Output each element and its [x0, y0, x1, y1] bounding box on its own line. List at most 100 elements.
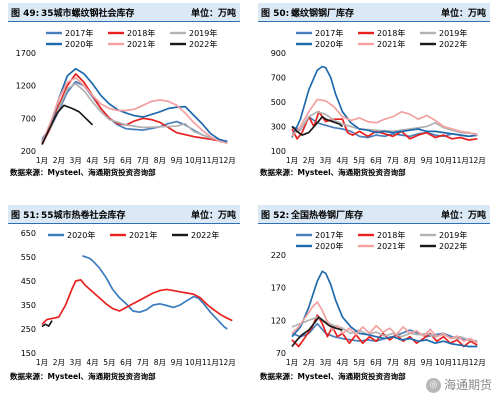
legend-label: 2020年 [65, 39, 93, 49]
x-tick-label: 6月 [370, 358, 382, 367]
legend-entry: 2021年 [110, 230, 157, 240]
legend-entry: 2017年 [296, 230, 343, 240]
legend-label: 2020年 [67, 230, 95, 240]
series-line [41, 67, 228, 143]
x-tick-label: 1月 [36, 358, 48, 367]
legend-label: 2020年 [315, 39, 343, 49]
chart-header: 图 51: 55城市热卷社会库存 单位：万吨 [8, 205, 240, 224]
source-note: 数据来源：Mysteel、海通期货投资咨询部 [10, 372, 156, 381]
legend-label: 2021年 [127, 39, 155, 49]
chart-header: 图 52: 全国热卷钢厂库存 单位：万吨 [258, 205, 490, 224]
x-tick-label: 11月 [202, 358, 219, 367]
x-tick-label: 7月 [387, 358, 399, 367]
y-tick-label: 650 [21, 229, 36, 238]
x-tick-label: 8月 [154, 358, 166, 367]
legend-entry: 2019年 [170, 28, 217, 38]
x-tick-label: 11月 [452, 156, 469, 165]
legend-label: 2022年 [191, 230, 219, 240]
x-tick-label: 2月 [53, 358, 65, 367]
x-tick-label: 12月 [219, 358, 236, 367]
x-tick-label: 6月 [120, 156, 132, 165]
chart-header: 图 49: 35城市螺纹钢社会库存 单位：万吨 [8, 3, 240, 22]
chart-header: 图 50: 螺纹钢钢厂库存 单位：万吨 [258, 3, 490, 22]
legend-entry: 2018年 [108, 28, 155, 38]
series-line [41, 80, 228, 143]
y-tick-label: 450 [21, 277, 36, 286]
chart-panel-49: 图 49: 35城市螺纹钢社会库存 单位：万吨 1700 1200 700 200 1月… [8, 3, 240, 181]
x-tick-label: 5月 [353, 358, 365, 367]
legend-label: 2021年 [377, 39, 405, 49]
series-line [41, 76, 228, 145]
chart-panel-51: 图 51: 55城市热卷社会库存 单位：万吨 650 550 450 350 250 15… [8, 205, 240, 385]
series-line [291, 270, 478, 348]
y-tick-label: 1700 [16, 49, 36, 58]
y-tick-label: 120 [271, 316, 286, 325]
x-tick-label: 3月 [320, 358, 332, 367]
legend-label: 2021年 [129, 230, 157, 240]
legend-entry: 2020年 [48, 230, 95, 240]
x-tick-label: 4月 [86, 156, 98, 165]
legend-label: 2018年 [377, 28, 405, 38]
series-line [291, 316, 343, 348]
legend-label: 2022年 [189, 39, 217, 49]
x-tick-label: 9月 [171, 358, 183, 367]
x-tick-label: 12月 [469, 358, 486, 367]
legend-label: 2017年 [65, 28, 93, 38]
x-tick-label: 3月 [70, 156, 82, 165]
y-tick-label: 150 [21, 349, 36, 358]
legend-entry: 2018年 [358, 28, 405, 38]
figure-number: 图 51: [11, 211, 40, 221]
x-tick-label: 10月 [435, 156, 452, 165]
x-tick-label: 12月 [219, 156, 236, 165]
y-tick-label: 500 [271, 98, 286, 107]
y-tick-label: 900 [271, 49, 286, 58]
y-tick-label: 200 [21, 147, 36, 156]
figure-number: 图 49: [11, 9, 40, 19]
x-tick-label: 5月 [103, 358, 115, 367]
legend-entry: 2019年 [420, 28, 467, 38]
x-tick-label: 8月 [404, 156, 416, 165]
legend-label: 2017年 [315, 28, 343, 38]
x-tick-label: 8月 [154, 156, 166, 165]
y-tick-label: 100 [271, 147, 286, 156]
y-tick-label: 700 [21, 114, 36, 123]
legend-entry: 2022年 [170, 39, 217, 49]
legend-entry: 2019年 [420, 230, 467, 240]
x-tick-label: 10月 [185, 156, 202, 165]
legend-entry: 2022年 [172, 230, 219, 240]
x-tick-label: 5月 [103, 156, 115, 165]
y-tick-label: 550 [21, 253, 36, 262]
legend-label: 2017年 [315, 230, 343, 240]
legend-label: 2018年 [127, 28, 155, 38]
x-tick-label: 6月 [120, 358, 132, 367]
y-tick-label: 1200 [16, 82, 36, 91]
x-tick-label: 7月 [137, 358, 149, 367]
x-tick-label: 11月 [452, 358, 469, 367]
brand-logo-icon: ◎ [425, 378, 441, 393]
legend-label: 2022年 [439, 241, 467, 251]
legend-entry: 2020年 [296, 39, 343, 49]
x-tick-label: 2月 [303, 358, 315, 367]
x-tick-label: 2月 [53, 156, 65, 165]
chart-panel-52: 图 52: 全国热卷钢厂库存 单位：万吨 220 170 120 70 1月 2月 3月 4月… [258, 205, 490, 385]
legend-label: 2019年 [439, 28, 467, 38]
x-tick-label: 7月 [137, 156, 149, 165]
x-tick-label: 4月 [86, 358, 98, 367]
legend-label: 2019年 [439, 230, 467, 240]
chart-unit: 单位：万吨 [190, 9, 236, 19]
x-tick-label: 1月 [286, 358, 298, 367]
brand-watermark: ◎ 海通期货 [425, 376, 492, 393]
x-tick-label: 9月 [171, 156, 183, 165]
x-tick-label: 4月 [336, 156, 348, 165]
legend-entry: 2021年 [358, 39, 405, 49]
legend-entry: 2020年 [296, 241, 343, 251]
legend-entry: 2021年 [108, 39, 155, 49]
series-line [291, 301, 478, 344]
x-tick-label: 9月 [421, 358, 433, 367]
chart-title: 螺纹钢钢厂库存 [291, 9, 355, 19]
legend-label: 2019年 [189, 28, 217, 38]
source-note: 数据来源：Mysteel、海通期货投资咨询部 [10, 168, 156, 177]
